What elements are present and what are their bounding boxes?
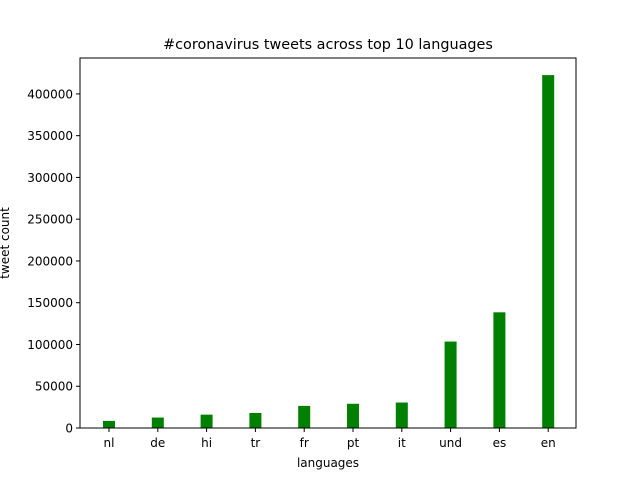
bar-en bbox=[542, 75, 555, 429]
y-tick-label: 200000 bbox=[27, 254, 73, 268]
x-axis-label: languages bbox=[297, 456, 359, 470]
bar-pt bbox=[347, 403, 359, 428]
bar-hi bbox=[200, 414, 213, 428]
x-tick-label: it bbox=[398, 436, 406, 450]
bar-fr bbox=[298, 405, 311, 428]
y-axis-label: tweet count bbox=[0, 207, 12, 279]
bar-es bbox=[493, 312, 506, 428]
x-tick-label: nl bbox=[104, 436, 115, 450]
x-tick-label: de bbox=[150, 436, 165, 450]
y-tick-label: 300000 bbox=[27, 171, 73, 185]
bar-it bbox=[395, 402, 408, 428]
x-tick-label: pt bbox=[347, 436, 360, 450]
x-tick-label: en bbox=[541, 436, 556, 450]
chart-title: #coronavirus tweets across top 10 langua… bbox=[163, 37, 493, 53]
x-tick-label: und bbox=[439, 436, 462, 450]
x-tick-label: fr bbox=[300, 436, 309, 450]
y-tick-label: 400000 bbox=[27, 87, 73, 101]
bar-und bbox=[444, 341, 457, 428]
y-tick-label: 350000 bbox=[27, 129, 73, 143]
y-axis-ticks: 0 50000 100000 150000 200000 250000 300000 3500… bbox=[27, 87, 80, 436]
x-tick-label: tr bbox=[251, 436, 261, 450]
x-axis-ticks: nl de hi tr fr pt it und es en bbox=[104, 428, 556, 450]
bar-de bbox=[151, 417, 164, 428]
x-tick-label: es bbox=[493, 436, 507, 450]
y-tick-label: 150000 bbox=[27, 296, 73, 310]
bar-nl bbox=[103, 420, 115, 428]
y-tick-label: 250000 bbox=[27, 213, 73, 227]
bars bbox=[103, 75, 555, 429]
plot-frame bbox=[79, 57, 577, 429]
y-tick-label: 50000 bbox=[35, 380, 73, 394]
x-tick-label: hi bbox=[201, 436, 212, 450]
bar-tr bbox=[249, 412, 262, 428]
y-tick-label: 100000 bbox=[27, 338, 73, 352]
y-tick-label: 0 bbox=[65, 422, 73, 436]
